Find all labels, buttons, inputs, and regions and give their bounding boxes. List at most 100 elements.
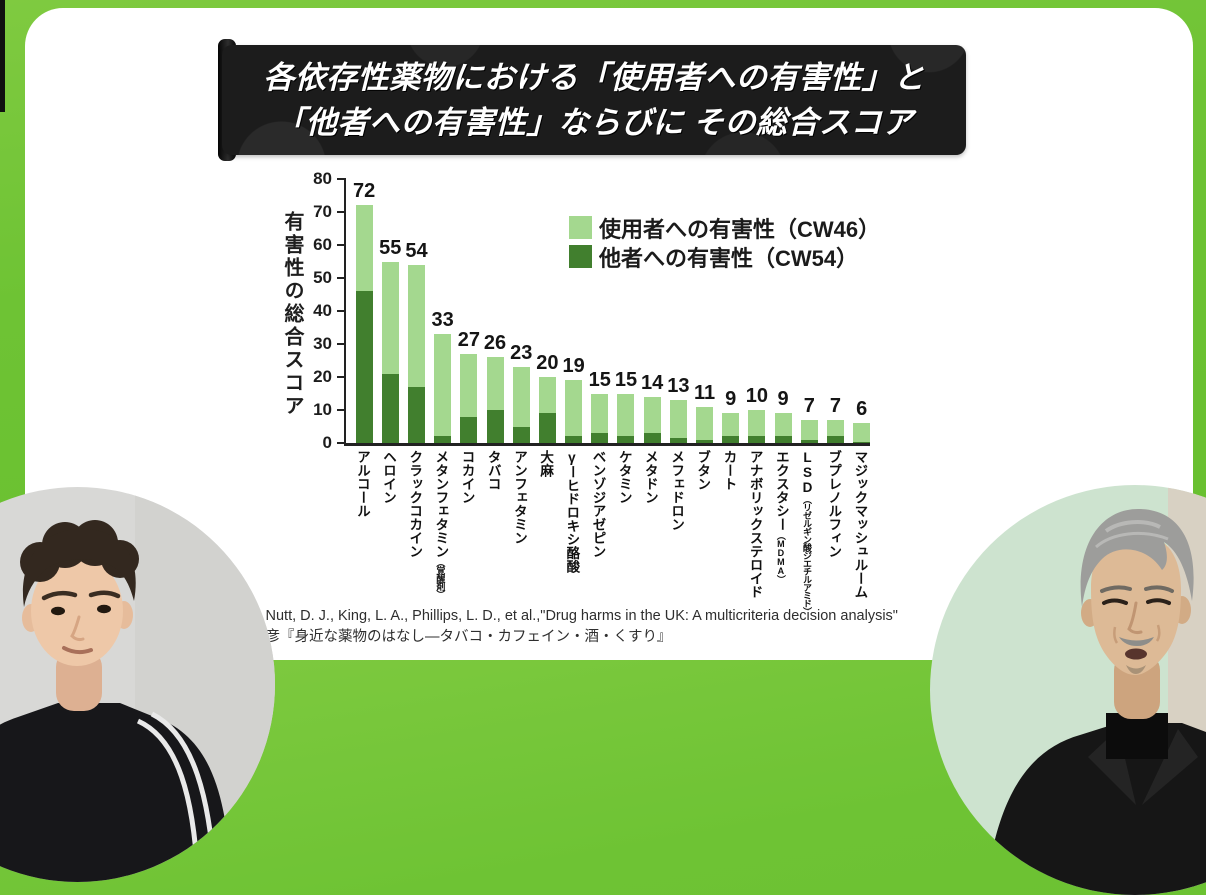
bar-slot: 19 bbox=[561, 179, 587, 443]
bar-slot: 33 bbox=[430, 179, 456, 443]
y-tick-label: 30 bbox=[313, 334, 332, 353]
segment-harm-to-others bbox=[486, 410, 504, 443]
x-axis-category-label: LSD（リゼルギン酸ジエチルアミド） bbox=[800, 450, 816, 615]
segment-harm-to-users bbox=[434, 334, 452, 437]
x-axis-category-label: メタンフェタミン（覚醒剤） bbox=[433, 450, 449, 598]
y-tick bbox=[337, 376, 346, 378]
x-axis-category-label: マジックマッシュルーム bbox=[852, 450, 868, 599]
segment-harm-to-others bbox=[512, 426, 530, 443]
segment-harm-to-users bbox=[617, 393, 635, 437]
stacked-bar bbox=[407, 264, 425, 443]
segment-harm-to-others bbox=[538, 413, 556, 443]
bar-slot: 11 bbox=[691, 179, 717, 443]
x-axis-category-label: ヘロイン bbox=[381, 450, 397, 504]
segment-harm-to-users bbox=[774, 413, 792, 437]
bar-slot: 55 bbox=[377, 179, 403, 443]
segment-harm-to-users bbox=[512, 367, 530, 427]
stacked-bar bbox=[748, 410, 766, 443]
stacked-bar bbox=[617, 393, 635, 443]
segment-harm-to-users bbox=[565, 380, 583, 437]
x-axis-category-label: メフェドロン bbox=[669, 450, 685, 531]
y-axis-title: 有害性の総合スコア bbox=[281, 211, 303, 418]
segment-harm-to-others bbox=[355, 291, 373, 443]
stacked-bar bbox=[696, 406, 714, 443]
bar-slot: 13 bbox=[665, 179, 691, 443]
bar-value-label: 72 bbox=[352, 180, 376, 203]
x-axis-category-label: ブタン bbox=[695, 450, 711, 491]
stacked-bar bbox=[434, 334, 452, 443]
stacked-bar bbox=[565, 380, 583, 443]
bar-slot: 15 bbox=[613, 179, 639, 443]
y-tick-label: 20 bbox=[313, 367, 332, 386]
bar-chart-plot-area: 72 55 54 33 27 26 23 20 19 15 15 14 13 11 9 10 9 7 7 6 0 10 2… bbox=[313, 170, 871, 452]
bar-value-label: 7 bbox=[803, 394, 815, 417]
x-axis-category-label: タバコ bbox=[485, 450, 501, 491]
bar-value-label: 9 bbox=[777, 388, 789, 411]
legend-item: 使用者への有害性（CW46） bbox=[569, 215, 880, 242]
segment-harm-to-others bbox=[722, 436, 740, 443]
bar-value-label: 54 bbox=[405, 239, 428, 262]
segment-harm-to-others bbox=[696, 439, 714, 443]
segment-harm-to-users bbox=[696, 406, 714, 440]
stacked-bar bbox=[486, 357, 504, 443]
segment-harm-to-users bbox=[643, 396, 661, 434]
x-axis-labels: アルコール ヘロイン クラックコカイン メタンフェタミン（覚醒剤） コカイン タバコ アンフ… bbox=[349, 450, 873, 615]
x-axis-category-label: カート bbox=[721, 450, 737, 491]
segment-harm-to-users bbox=[853, 423, 871, 442]
segment-harm-to-users bbox=[826, 419, 844, 437]
bar-value-label: 15 bbox=[588, 368, 611, 391]
left-edge-strip bbox=[0, 0, 5, 112]
segment-harm-to-others bbox=[381, 373, 399, 443]
segment-harm-to-others bbox=[407, 386, 425, 443]
y-tick bbox=[337, 343, 346, 345]
segment-harm-to-others bbox=[774, 436, 792, 443]
x-axis-category-label: γーヒドロキシ酪酸 bbox=[564, 450, 580, 573]
bar-value-label: 15 bbox=[614, 368, 638, 391]
y-tick bbox=[337, 310, 346, 312]
x-axis-category-label: クラックコカイン bbox=[407, 450, 423, 558]
legend-swatch bbox=[569, 245, 592, 268]
stacked-bar bbox=[800, 419, 818, 443]
x-axis-category-label: 大麻 bbox=[538, 450, 554, 477]
segment-harm-to-users bbox=[460, 353, 478, 417]
stacked-bar bbox=[355, 205, 373, 443]
x-axis-category-label: ケタミン bbox=[616, 450, 632, 504]
bar-value-label: 26 bbox=[483, 332, 507, 355]
bar-slot: 7 bbox=[796, 179, 822, 443]
stacked-bar bbox=[538, 377, 556, 443]
x-axis-category-label: メタドン bbox=[642, 450, 658, 504]
x-axis-category-label: コカイン bbox=[459, 450, 475, 504]
segment-harm-to-others bbox=[591, 433, 609, 443]
segment-harm-to-others bbox=[460, 416, 478, 443]
segment-harm-to-users bbox=[591, 393, 609, 434]
title-line-2: 「他者への有害性」ならびに その総合スコア bbox=[274, 105, 914, 140]
bar-slot: 9 bbox=[718, 179, 744, 443]
y-tick bbox=[337, 409, 346, 411]
bar-value-label: 14 bbox=[641, 371, 664, 394]
bar-value-label: 11 bbox=[693, 381, 716, 404]
y-tick-label: 80 bbox=[313, 169, 332, 188]
x-axis-category-label: アナボリックステロイド bbox=[747, 450, 763, 599]
stacked-bar bbox=[774, 413, 792, 443]
y-tick-label: 50 bbox=[313, 268, 332, 287]
title-banner: 各依存性薬物における「使用者への有害性」と 「他者への有害性」ならびに その総合… bbox=[222, 45, 966, 155]
stacked-bar bbox=[460, 353, 478, 443]
y-tick bbox=[337, 277, 346, 279]
x-axis-category-label: アンフェタミン bbox=[511, 450, 527, 545]
bar-value-label: 20 bbox=[536, 352, 559, 374]
x-axis-category-label: アルコール bbox=[354, 450, 370, 518]
stacked-bar bbox=[381, 261, 399, 443]
bar-value-label: 10 bbox=[745, 385, 769, 407]
bar-value-label: 7 bbox=[829, 394, 842, 417]
bar-value-label: 33 bbox=[431, 309, 454, 332]
citation-text: 参照：Nutt, D. J., King, L. A., Phillips, L… bbox=[222, 606, 898, 648]
bar-slot: 7 bbox=[822, 179, 848, 443]
bar-slot: 10 bbox=[744, 179, 770, 443]
legend-label: 使用者への有害性（CW46） bbox=[599, 216, 881, 242]
title-line-1: 各依存性薬物における「使用者への有害性」と bbox=[263, 60, 925, 95]
bar-value-label: 55 bbox=[379, 236, 402, 259]
segment-harm-to-users bbox=[355, 205, 373, 292]
bar-slot: 26 bbox=[482, 179, 508, 443]
bars-container: 72 55 54 33 27 26 23 20 19 15 15 14 13 11 9 10 9 7 7 6 bbox=[351, 179, 875, 443]
y-tick bbox=[337, 244, 346, 246]
